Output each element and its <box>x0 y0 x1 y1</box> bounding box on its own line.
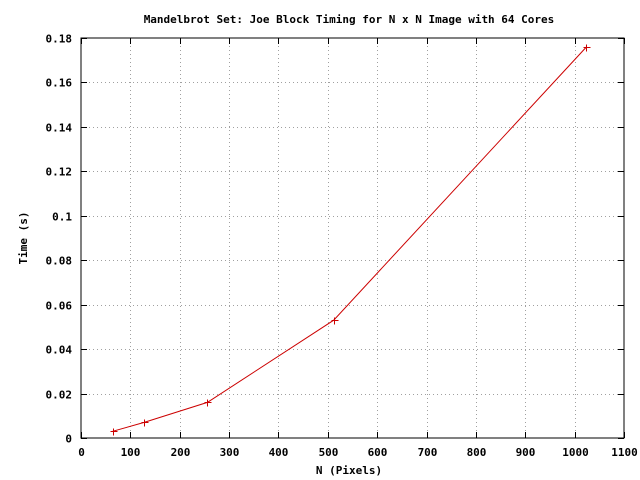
series-line <box>112 46 587 432</box>
data-point-marker <box>110 428 118 436</box>
x-tick-label: 300 <box>220 446 240 459</box>
x-tick-label: 400 <box>269 446 289 459</box>
x-tick-label: 700 <box>418 446 438 459</box>
x-tick-label: 1100 <box>611 446 638 459</box>
y-tick-label: 0.12 <box>46 166 73 179</box>
data-point-marker <box>204 399 212 407</box>
x-tick-label: 800 <box>467 446 487 459</box>
y-tick-label: 0.16 <box>46 77 73 90</box>
x-tick-label: 0 <box>78 446 85 459</box>
y-tick-label: 0.1 <box>52 211 72 224</box>
chart-title: Mandelbrot Set: Joe Block Timing for N x… <box>144 13 555 26</box>
y-tick-label: 0.14 <box>46 122 73 135</box>
x-tick-label: 100 <box>121 446 141 459</box>
gridlines <box>81 38 624 438</box>
axis-ticks: 0 0.02 0.04 0.06 0.08 0.1 0.12 0.14 0.16 0.18 0 100… <box>46 33 638 460</box>
y-tick-label: 0.04 <box>46 344 73 357</box>
data-point-marker <box>583 44 591 52</box>
x-tick-label: 600 <box>368 446 388 459</box>
data-point-marker <box>141 419 149 427</box>
data-point-marker <box>331 317 339 325</box>
x-tick-label: 500 <box>319 446 339 459</box>
y-tick-label: 0.06 <box>46 300 73 313</box>
x-axis-label: N (Pixels) <box>316 464 382 477</box>
y-tick-label: 0.18 <box>46 33 73 46</box>
y-axis-label: Time (s) <box>17 212 30 265</box>
plot-frame <box>80 37 625 439</box>
x-tick-label: 200 <box>171 446 191 459</box>
x-tick-label: 1000 <box>562 446 589 459</box>
series <box>110 44 591 436</box>
y-tick-label: 0.02 <box>46 389 73 402</box>
y-tick-label: 0.08 <box>46 255 73 268</box>
x-tick-label: 900 <box>516 446 536 459</box>
y-tick-label: 0 <box>65 433 72 446</box>
